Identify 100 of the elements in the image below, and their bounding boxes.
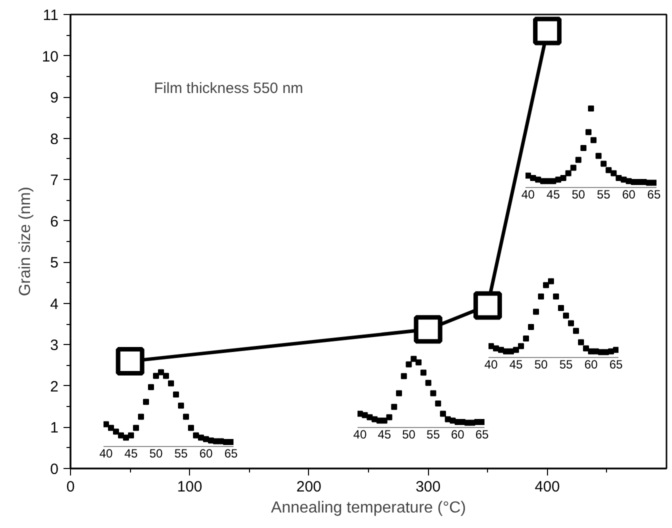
point: [123, 434, 129, 441]
x-tick-label: 55: [559, 358, 573, 372]
point: [513, 346, 519, 353]
point: [168, 380, 174, 386]
x-tick-label: 50: [149, 446, 163, 460]
y-tick-label: 10: [42, 48, 59, 66]
point: [573, 328, 579, 334]
point: [386, 414, 392, 420]
y-tick-label: 4: [50, 296, 58, 313]
point: [183, 414, 189, 420]
x-tick-label: 60: [584, 358, 598, 372]
point: [596, 152, 602, 159]
point: [560, 175, 566, 182]
point: [578, 339, 584, 346]
x-tick-label: 100: [177, 478, 202, 496]
x-tick-label: 65: [475, 428, 490, 442]
x-tick-label: 50: [534, 358, 548, 372]
point: [553, 294, 559, 300]
x-tick-label: 60: [622, 188, 636, 202]
point: [526, 172, 532, 179]
point: [558, 304, 564, 311]
point: [568, 320, 574, 326]
point: [435, 400, 442, 406]
point: [523, 335, 529, 342]
point: [118, 432, 124, 438]
point: [565, 170, 572, 176]
point: [158, 369, 164, 376]
y-tick-label: 7: [50, 172, 58, 190]
point: [563, 312, 569, 319]
x-tick-label: 45: [124, 446, 138, 460]
x-tick-label: 60: [199, 446, 213, 460]
point: [178, 402, 184, 409]
point: [128, 432, 134, 438]
point: [588, 105, 594, 112]
point: [606, 167, 612, 174]
point: [153, 372, 159, 379]
point: [410, 356, 417, 362]
x-tick-label: 45: [378, 428, 392, 442]
x-tick-label: 200: [296, 478, 322, 496]
x-tick-label: 65: [609, 358, 623, 372]
point: [543, 282, 549, 288]
point: [108, 424, 114, 431]
point: [585, 129, 592, 136]
y-tick-label: 11: [42, 7, 59, 24]
point: [430, 390, 436, 396]
point: [148, 384, 154, 390]
point: [113, 428, 119, 435]
point: [228, 439, 234, 446]
point: [425, 380, 432, 386]
point: [613, 346, 618, 353]
point: [193, 432, 199, 438]
point: [143, 398, 149, 405]
y-tick-label: 3: [50, 337, 58, 354]
point: [479, 419, 484, 426]
y-tick-label: 6: [50, 213, 58, 230]
point: [600, 160, 607, 167]
point: [400, 373, 407, 380]
point: [616, 175, 622, 182]
point: [188, 424, 194, 431]
point: [533, 16, 562, 46]
y-tick-label: 2: [50, 378, 58, 396]
point: [391, 404, 398, 410]
x-tick-label: 40: [521, 188, 536, 202]
point: [133, 424, 139, 431]
point: [138, 414, 144, 420]
point: [473, 291, 502, 320]
point: [575, 156, 582, 163]
x-tick-label: 60: [450, 428, 465, 442]
point: [488, 343, 494, 350]
x-tick-label: 40: [353, 428, 367, 442]
y-tick-label: 8: [50, 130, 58, 148]
x-tick-label: 65: [647, 188, 661, 202]
point: [528, 324, 534, 330]
point: [580, 144, 586, 151]
x-tick-label: 55: [426, 428, 440, 442]
y-tick-label: 5: [50, 254, 58, 272]
x-tick-label: 65: [224, 446, 238, 460]
point: [414, 315, 442, 344]
point: [610, 170, 617, 176]
point: [381, 418, 388, 424]
point: [366, 414, 373, 420]
x-tick-label: 50: [572, 188, 586, 202]
x-axis-title: Annealing temperature (°C): [271, 500, 466, 516]
x-tick-label: 55: [596, 188, 611, 202]
x-tick-label: 0: [66, 478, 75, 496]
point: [440, 410, 446, 417]
point: [104, 421, 109, 428]
point: [406, 361, 412, 368]
annotation: Film thickness 550 nm: [154, 80, 304, 98]
x-tick-label: 300: [416, 478, 441, 496]
point: [420, 370, 426, 376]
x-tick-label: 45: [509, 358, 523, 372]
y-tick-label: 0: [50, 461, 58, 478]
point: [548, 278, 554, 284]
y-tick-label: 9: [50, 90, 58, 107]
point: [583, 345, 589, 352]
point: [650, 180, 656, 186]
point: [533, 308, 539, 315]
point: [116, 346, 144, 376]
y-tick-label: 1: [50, 420, 58, 437]
